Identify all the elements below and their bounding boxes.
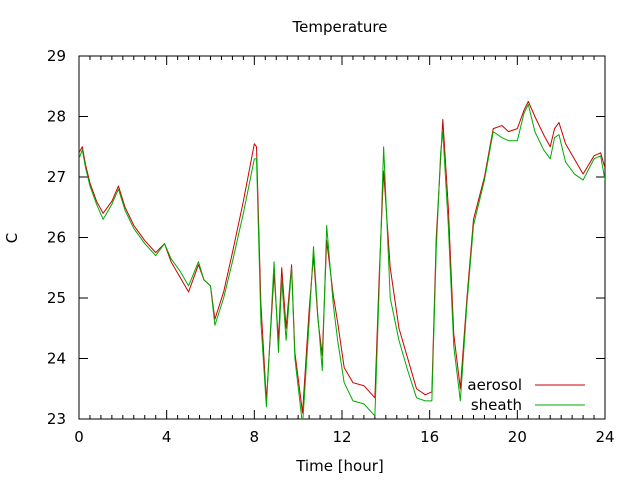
legend-label-sheath: sheath [471,396,522,414]
y-axis-label: C [3,233,21,243]
x-tick-label: 20 [508,428,527,446]
y-tick-label: 27 [47,168,66,186]
y-tick-label: 25 [47,289,66,307]
series-lines [79,100,605,419]
plot-border [78,55,606,420]
series-line-sheath [79,103,605,419]
series-line-aerosol [79,100,605,414]
y-tick-label: 29 [47,47,66,65]
x-tick-label: 24 [595,428,614,446]
legend: aerosol sheath [467,376,585,414]
plot-area [78,55,606,420]
x-tick-label: 16 [420,428,439,446]
y-tick-label: 24 [47,350,66,368]
y-tick-label: 23 [47,410,66,428]
x-tick-label: 0 [74,428,84,446]
x-tick-label: 4 [162,428,172,446]
y-tick-label: 26 [47,229,66,247]
x-axis-label: Time [hour] [295,457,384,475]
legend-label-aerosol: aerosol [467,376,522,394]
chart-title: Temperature [291,18,387,36]
x-tick-label: 8 [250,428,260,446]
y-tick-label: 28 [47,108,66,126]
x-tick-label: 12 [332,428,351,446]
axis-ticks: 0 4 8 12 16 20 24 23 24 25 26 27 28 29 [47,47,615,446]
